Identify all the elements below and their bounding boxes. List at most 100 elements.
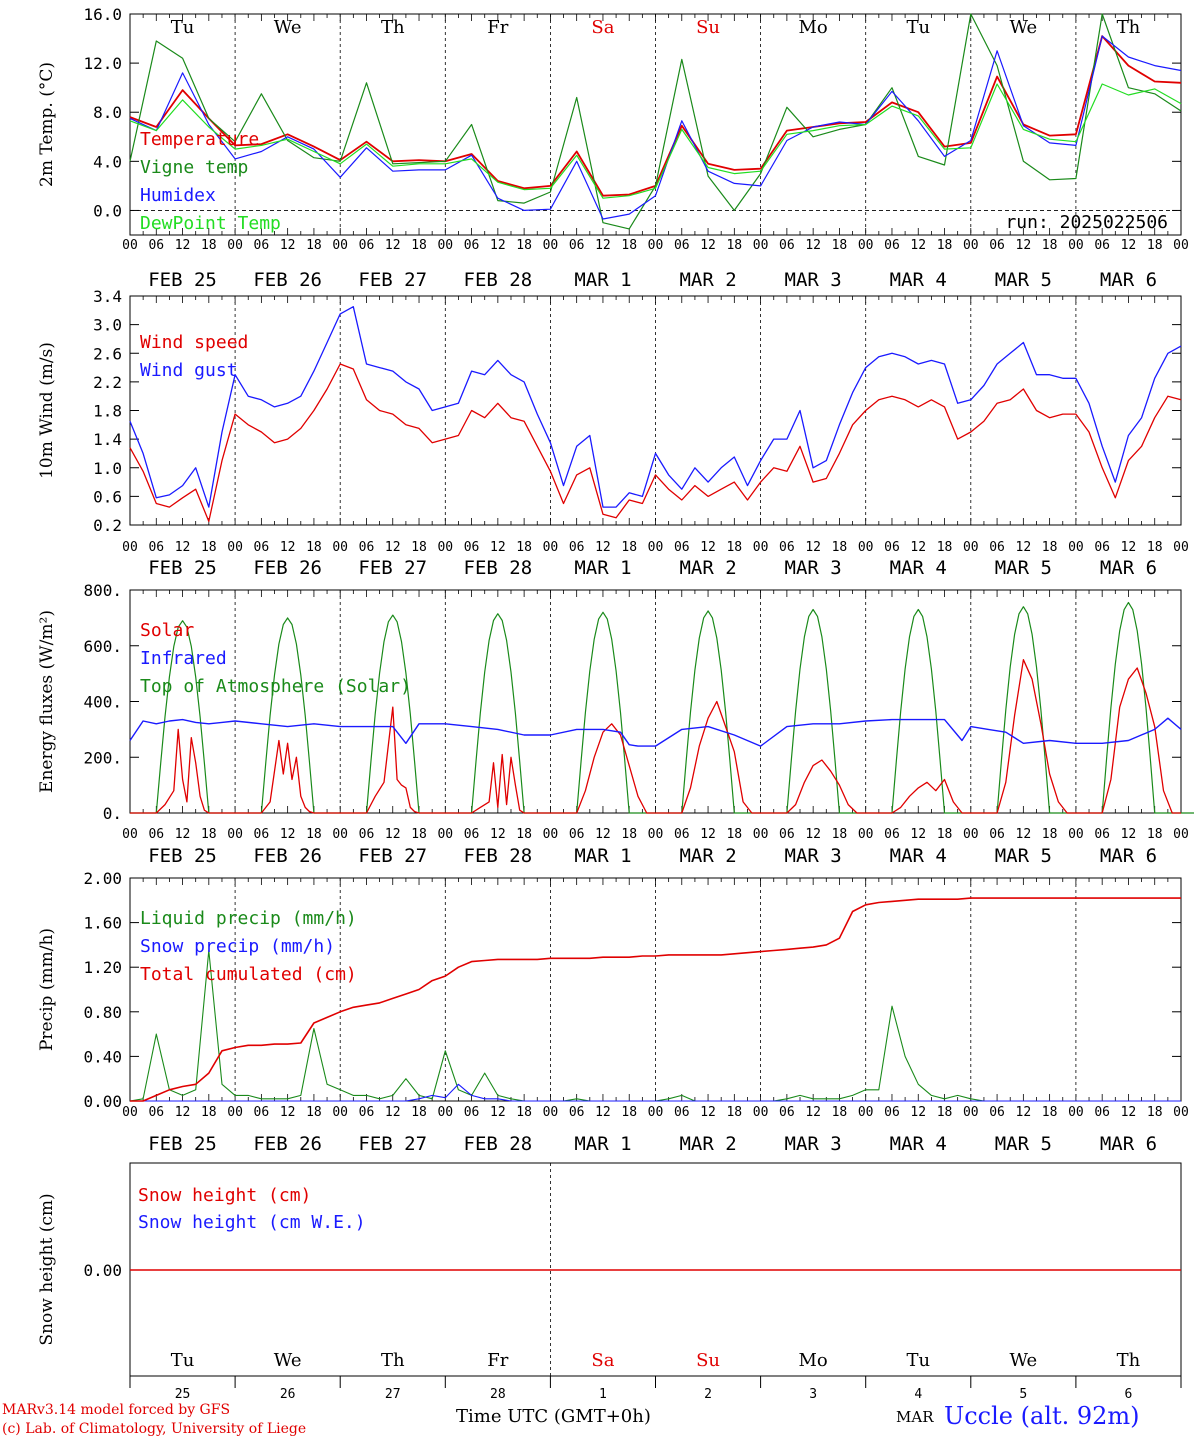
hour-tick-label: 18 (621, 827, 637, 842)
hour-tick-label: 18 (937, 1105, 953, 1120)
series-solar (130, 659, 1181, 814)
hour-tick-label: 00 (648, 1105, 664, 1120)
date-label: FEB 28 (464, 1133, 533, 1155)
day-name: Th (1117, 17, 1141, 38)
y-axis-label: 2m Temp. (°C) (37, 62, 57, 187)
hour-tick-label: 00 (227, 540, 243, 555)
date-label: MAR 4 (890, 845, 947, 867)
day-name: We (1010, 17, 1038, 38)
hour-tick-label: 12 (910, 1105, 926, 1120)
date-label: MAR 4 (890, 1133, 947, 1155)
hour-tick-label: 12 (805, 827, 821, 842)
hour-tick-label: 00 (648, 827, 664, 842)
legend-total-cumulated-cm-: Total cumulated (cm) (140, 964, 357, 985)
hour-tick-label: 00 (858, 827, 874, 842)
hour-tick-label: 18 (832, 1105, 848, 1120)
hour-tick-label: 06 (359, 238, 375, 253)
hour-tick-label: 06 (464, 1105, 480, 1120)
date-label: FEB 26 (253, 1133, 322, 1155)
hour-tick-label: 12 (595, 540, 611, 555)
hour-tick-label: 00 (1068, 238, 1084, 253)
day-name: Sa (591, 1350, 614, 1371)
hour-tick-label: 12 (490, 827, 506, 842)
series-infrared (129, 717, 1182, 747)
day-name: We (274, 1350, 302, 1371)
y-tick-label: 0.00 (83, 1261, 122, 1280)
date-label: FEB 25 (148, 845, 217, 867)
y-tick-label: 2.00 (83, 869, 122, 888)
date-label: MAR 1 (574, 557, 631, 579)
y-tick-label: 1.8 (93, 402, 122, 421)
day-name: Tu (171, 17, 195, 38)
hour-tick-label: 00 (1068, 827, 1084, 842)
y-tick-label: 800. (83, 581, 122, 600)
legend-snow-precip-mm-h-: Snow precip (mm/h) (140, 936, 335, 957)
day-name: We (274, 17, 302, 38)
hour-tick-label: 06 (779, 238, 795, 253)
date-label: MAR 5 (995, 269, 1052, 291)
legend-snow-height-cm-w-e-: Snow height (cm W.E.) (138, 1212, 366, 1233)
hour-tick-label: 18 (201, 1105, 217, 1120)
y-axis-label: 10m Wind (m/s) (37, 342, 57, 479)
hour-tick-label: 00 (1173, 827, 1189, 842)
hour-tick-label: 12 (805, 238, 821, 253)
date-label: MAR 5 (995, 557, 1052, 579)
hour-tick-label: 06 (884, 540, 900, 555)
hour-tick-label: 06 (674, 1105, 690, 1120)
date-label: FEB 28 (464, 845, 533, 867)
hour-tick-label: 18 (726, 827, 742, 842)
hour-tick-label: 00 (858, 238, 874, 253)
hour-tick-label: 06 (884, 1105, 900, 1120)
day-number: 3 (809, 1387, 817, 1402)
series-wind-gust (129, 306, 1182, 508)
hour-tick-label: 12 (595, 827, 611, 842)
y-axis-label: Precip (mm/h) (37, 928, 57, 1051)
day-number: 25 (175, 1387, 191, 1402)
date-label: MAR 3 (785, 269, 842, 291)
day-name: Th (381, 1350, 405, 1371)
day-name: Fr (487, 1350, 508, 1371)
hour-tick-label: 12 (1121, 827, 1137, 842)
hour-tick-label: 00 (753, 1105, 769, 1120)
date-label: FEB 26 (253, 845, 322, 867)
hour-tick-label: 06 (254, 540, 270, 555)
hour-tick-label: 12 (910, 238, 926, 253)
date-label: FEB 26 (253, 269, 322, 291)
hour-tick-label: 06 (1094, 238, 1110, 253)
day-number: 27 (385, 1387, 401, 1402)
y-tick-label: 0.0 (93, 201, 122, 220)
date-label: FEB 25 (148, 557, 217, 579)
hour-tick-label: 12 (280, 827, 296, 842)
date-label: MAR 6 (1100, 269, 1157, 291)
day-name: Tu (906, 1350, 930, 1371)
day-number: 2 (704, 1387, 712, 1402)
day-number: 4 (914, 1387, 922, 1402)
series-humidex (129, 35, 1182, 220)
hour-tick-label: 18 (1042, 540, 1058, 555)
hour-tick-label: 12 (700, 827, 716, 842)
hour-tick-label: 18 (306, 540, 322, 555)
day-name: Th (381, 17, 405, 38)
hour-tick-label: 00 (437, 1105, 453, 1120)
hour-tick-label: 00 (332, 238, 348, 253)
panel-4: 00 06 12 18 00 06 12 18 00 06 12 18 00 06 12 18 00 06 12 18… (37, 869, 1189, 1155)
hour-tick-label: 18 (1147, 827, 1163, 842)
hour-tick-label: 06 (989, 540, 1005, 555)
y-tick-label: 1.4 (93, 430, 122, 449)
y-tick-label: 2.6 (93, 344, 122, 363)
hour-tick-label: 00 (332, 540, 348, 555)
hour-tick-label: 12 (910, 540, 926, 555)
date-label: FEB 27 (358, 845, 427, 867)
hour-tick-label: 00 (858, 540, 874, 555)
time-axis-label: Time UTC (GMT+0h) (456, 1406, 651, 1427)
hour-tick-label: 06 (254, 1105, 270, 1120)
series-total-cumulated-cm- (130, 897, 1181, 1102)
series-wind-speed (129, 363, 1182, 523)
hour-tick-label: 06 (148, 540, 164, 555)
hour-tick-label: 12 (1016, 1105, 1032, 1120)
hour-tick-label: 18 (1147, 1105, 1163, 1120)
hour-tick-label: 06 (674, 540, 690, 555)
date-label: MAR 5 (995, 1133, 1052, 1155)
hour-tick-label: 18 (1042, 238, 1058, 253)
hour-tick-label: 18 (1147, 540, 1163, 555)
